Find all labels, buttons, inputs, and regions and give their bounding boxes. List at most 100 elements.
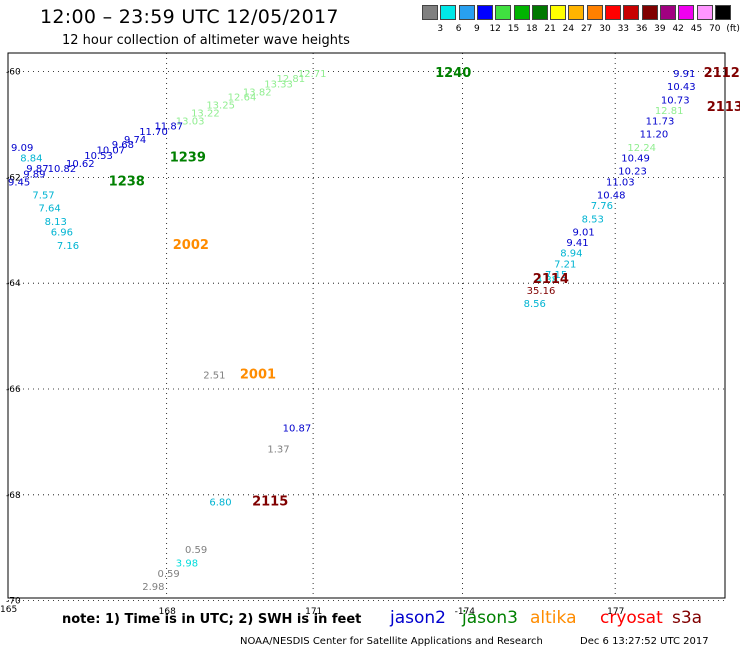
wave-height-value: 0.59	[158, 569, 180, 580]
timestamp-text: Dec 6 13:27:52 UTC 2017	[580, 636, 709, 647]
wave-height-value: 8.53	[582, 214, 604, 225]
legend-swatch	[476, 5, 493, 20]
latitude-label: -66	[6, 385, 21, 395]
wave-height-value: 6.80	[209, 497, 231, 508]
wave-height-value: 6.96	[51, 228, 73, 239]
wave-height-value: 12.71	[298, 69, 327, 80]
wave-height-value: 7.64	[39, 204, 61, 215]
wave-height-value: 10.43	[667, 82, 696, 93]
longitude-label: 165	[0, 605, 17, 615]
latitude-label: -70	[6, 597, 21, 607]
wave-height-value: 7.57	[32, 191, 54, 202]
legend-swatch	[623, 5, 640, 20]
pass-label: 2112	[704, 66, 740, 81]
legend-tick-label: 9	[474, 24, 480, 34]
legend-swatch	[714, 5, 731, 20]
legend-tick-label: 24	[562, 24, 575, 34]
wave-height-value: 11.87	[154, 122, 183, 133]
legend-tick-label: 39	[654, 24, 666, 34]
legend-tick-label: 27	[580, 24, 593, 34]
legend-swatch	[568, 5, 585, 20]
wave-height-value: 10.49	[621, 153, 650, 164]
wave-height-value: 13.82	[243, 87, 272, 98]
legend-tick-label: 3	[437, 24, 444, 34]
legend-swatch	[513, 5, 530, 20]
wave-height-value: 13.03	[176, 116, 205, 127]
pass-label: 1240	[435, 66, 471, 81]
wave-height-value: 4.38	[536, 275, 558, 286]
wave-height-value: 8.94	[560, 249, 582, 260]
wave-height-value: 13.25	[206, 101, 235, 112]
legend-tick-label: 30	[599, 24, 611, 34]
pass-label: 1238	[109, 174, 145, 189]
wave-height-value: 10.07	[96, 146, 125, 157]
page-subtitle: 12 hour collection of altimeter wave hei…	[62, 33, 350, 48]
wave-height-value: 7.15	[545, 270, 567, 281]
legend-swatch	[659, 5, 676, 20]
wave-height-value: 3.98	[176, 558, 198, 569]
satellite-name: cryosat	[600, 608, 663, 628]
legend-swatch	[696, 5, 713, 20]
legend-tick-label: 36	[635, 24, 648, 34]
wave-height-value: 0.59	[185, 545, 207, 556]
legend-tick-label: 42	[672, 24, 684, 34]
legend-swatch	[550, 5, 567, 20]
longitude-label: -174	[455, 607, 476, 617]
wave-height-value: 7.76	[591, 201, 613, 212]
legend-swatch	[605, 5, 621, 20]
longitude-label: 171	[305, 607, 322, 617]
pass-label: 2002	[173, 238, 209, 253]
wave-height-value: 10.48	[597, 191, 626, 202]
pass-label: 1239	[170, 150, 206, 165]
wave-height-value: 8.84	[20, 153, 42, 164]
satellite-name: jason3	[462, 608, 518, 628]
satellite-name: jason2	[390, 608, 446, 628]
legend-swatch	[495, 5, 512, 20]
wave-height-value: 10.23	[618, 167, 647, 178]
legend-tick-label: 18	[526, 24, 538, 34]
legend-tick-label: 70	[709, 24, 721, 34]
pass-label: 2115	[252, 494, 288, 509]
wave-height-value: 12.24	[627, 143, 656, 154]
satellite-name: s3a	[672, 608, 703, 628]
wave-height-value: 7.16	[57, 241, 79, 252]
wave-height-value: 9.41	[566, 238, 588, 249]
wave-height-value: 9.91	[673, 69, 695, 80]
pass-label: 2001	[240, 367, 276, 382]
wave-height-value: 12.81	[655, 106, 684, 117]
wave-height-value: 9.68	[112, 140, 134, 151]
wave-height-value: 11.73	[646, 116, 675, 127]
legend-swatch	[586, 5, 603, 20]
wave-height-value: 8.56	[524, 299, 546, 310]
legend-tick-label: 12	[489, 24, 501, 34]
wave-height-value: 2.51	[203, 370, 225, 381]
legend-tick-label: 21	[544, 24, 556, 34]
wave-height-value: 9.87	[26, 164, 48, 175]
legend-swatch	[422, 5, 438, 20]
wave-height-value: 9.74	[124, 135, 146, 146]
page-title: 12:00 – 23:59 UTC 12/05/2017	[40, 6, 339, 28]
latitude-label: -60	[6, 68, 21, 78]
wave-height-value: 10.73	[661, 95, 690, 106]
wave-height-value: 13.22	[191, 108, 220, 119]
legend-swatch	[440, 5, 457, 20]
longitude-label: 177	[607, 607, 624, 617]
wave-height-value: 10.87	[283, 423, 312, 434]
wave-height-value: 9.09	[11, 143, 33, 154]
legend-swatch	[678, 5, 695, 20]
latitude-label: -64	[6, 279, 21, 289]
wave-height-value: 9.01	[572, 228, 594, 239]
pass-label: 2113	[707, 100, 740, 115]
wave-height-value: 1.37	[267, 444, 289, 455]
wave-height-value: 35.16	[527, 286, 556, 297]
legend-tick-label: 15	[507, 24, 520, 34]
longitude-label: 168	[159, 607, 176, 617]
credit-text: NOAA/NESDIS Center for Satellite Applica…	[240, 636, 543, 647]
wave-height-value: 10.62	[66, 159, 95, 170]
wave-height-value: 9.45	[8, 177, 30, 188]
wave-height-value: 13.33	[264, 79, 293, 90]
wave-height-value: 2.98	[142, 582, 164, 593]
wave-height-value: 10.82	[48, 164, 77, 175]
wave-height-value: 8.13	[45, 217, 67, 228]
